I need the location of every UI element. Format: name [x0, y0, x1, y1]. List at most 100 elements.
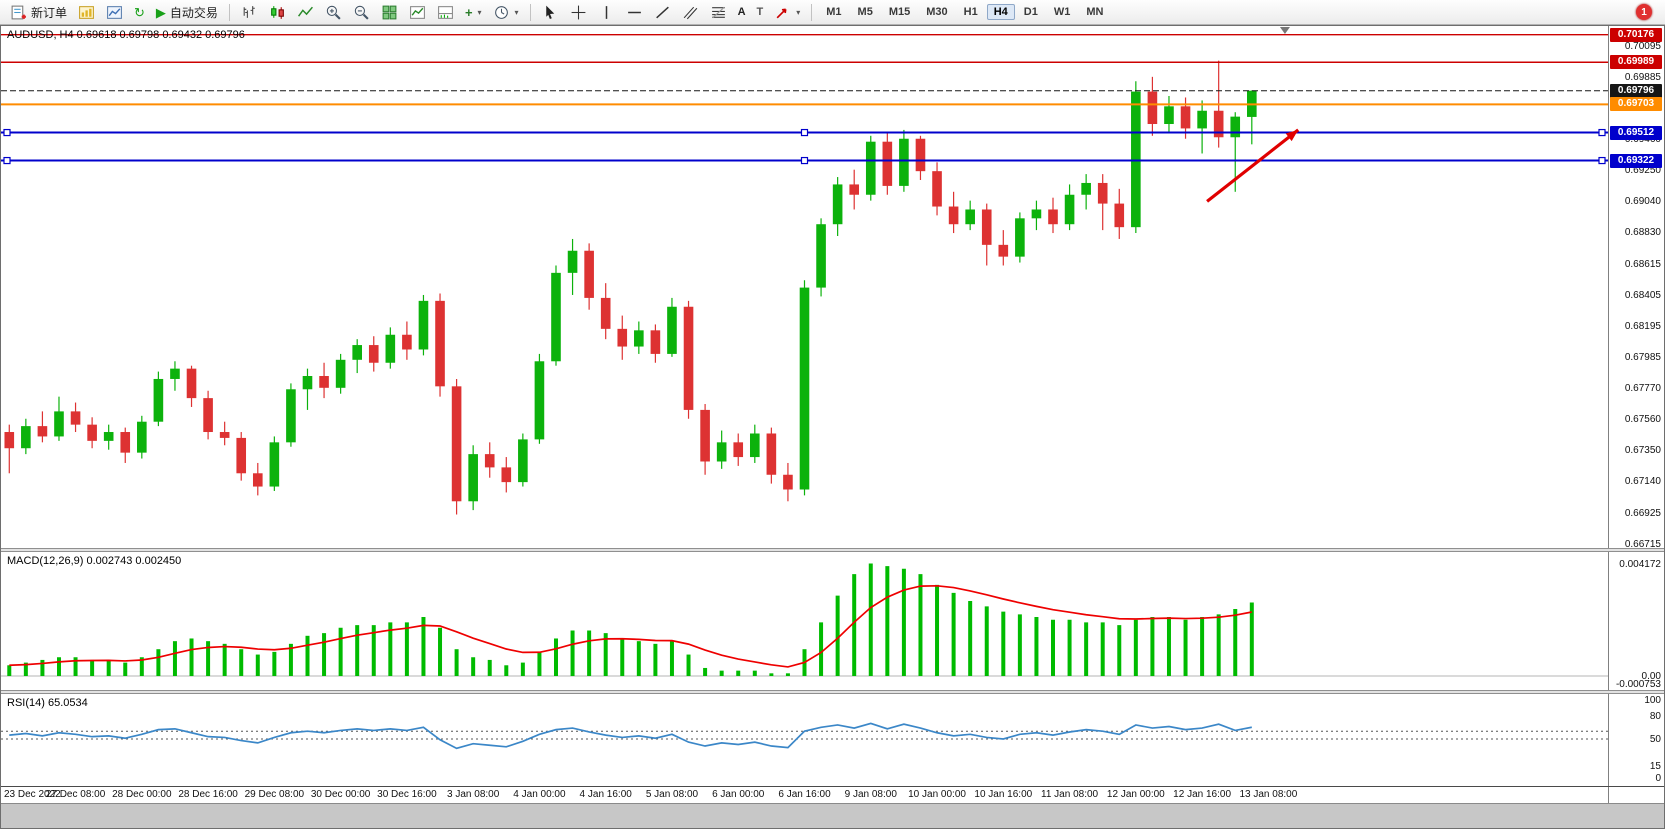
shapes-tool-button[interactable]: ▾ — [769, 2, 805, 23]
toolbar-separator — [228, 3, 230, 21]
text-tool-button[interactable]: A — [733, 2, 751, 23]
horizontal-line-tool-button[interactable] — [621, 2, 648, 23]
add-indicator-button[interactable]: + ▾ — [460, 2, 487, 23]
candlestick-icon — [271, 5, 284, 19]
refresh-icon: ↻ — [134, 4, 145, 20]
autotrading-play-icon: ▶ — [155, 4, 166, 20]
new-order-label: 新订单 — [31, 5, 68, 20]
hline-objects-layer[interactable] — [1, 33, 1608, 165]
price-scale[interactable]: 0.700950.698850.696750.694600.692500.690… — [1608, 26, 1664, 550]
timeframe-button-m30[interactable]: M30 — [926, 6, 948, 18]
macd-label: MACD(12,26,9) 0.002743 0.002450 — [7, 555, 182, 567]
timeframe-buttons: M1 M5 M15 M30 H1 H4 D1 W1 MN — [818, 4, 1111, 20]
crosshair-tool-button[interactable] — [565, 2, 592, 23]
price-tick: 0.67560 — [1624, 414, 1661, 426]
time-label: 12 Jan 16:00 — [1173, 789, 1232, 800]
zoom-out-button[interactable] — [348, 2, 375, 23]
trendline-tool-button[interactable] — [649, 2, 676, 23]
macd-scale[interactable]: 0.004172 0.00 -0.000753 — [1608, 552, 1664, 690]
timeframe-button-m15[interactable]: M15 — [888, 6, 911, 18]
zoom-in-button[interactable] — [320, 2, 347, 23]
cursor-tool-button[interactable] — [537, 2, 564, 23]
time-label: 28 Dec 00:00 — [112, 789, 172, 800]
autotrading-button[interactable]: ▶ 自动交易 — [151, 2, 223, 23]
price-tick: 0.68615 — [1624, 258, 1661, 270]
timeframe-button-d1[interactable]: D1 — [1023, 6, 1038, 18]
price-tick: 0.69040 — [1624, 196, 1661, 208]
line-chart-icon — [297, 6, 313, 17]
toolbar-separator — [811, 3, 813, 21]
time-label: 10 Jan 16:00 — [974, 789, 1033, 800]
indicators-button[interactable] — [404, 2, 431, 23]
time-label: 13 Jan 08:00 — [1239, 789, 1298, 800]
price-tick: 0.67350 — [1624, 445, 1661, 457]
label-tool-icon: T — [756, 5, 764, 18]
new-chart-button[interactable] — [73, 2, 100, 23]
rsi-axis-label: 50 — [1649, 734, 1661, 745]
price-tick: 0.66925 — [1624, 507, 1661, 519]
indicator-window-icon — [438, 5, 453, 19]
indicator-window-button[interactable] — [432, 2, 459, 23]
time-label: 28 Dec 16:00 — [178, 789, 238, 800]
profiles-button[interactable] — [101, 2, 128, 23]
time-label: 6 Jan 00:00 — [712, 789, 765, 800]
new-order-icon — [11, 5, 26, 19]
candlestick-button[interactable] — [264, 2, 291, 23]
timeframe-button-h1[interactable]: H1 — [963, 6, 978, 18]
rsi-scale[interactable]: 100 80 50 15 0 — [1608, 694, 1664, 786]
rsi-line — [9, 722, 1252, 750]
price-badge: 0.69796 — [1610, 83, 1662, 98]
time-label: 10 Jan 00:00 — [908, 789, 966, 800]
label-tool-button[interactable]: T — [752, 2, 769, 23]
autotrading-label: 自动交易 — [169, 5, 218, 20]
text-tool-icon: A — [737, 5, 746, 18]
bar-chart-icon — [243, 5, 255, 18]
time-label: 6 Jan 16:00 — [778, 789, 831, 800]
timeframe-button-mn[interactable]: MN — [1086, 6, 1104, 18]
price-badge: 0.69322 — [1610, 153, 1662, 168]
timeframe-button-h4[interactable]: H4 — [986, 4, 1015, 20]
add-indicator-caret-icon: ▾ — [477, 7, 482, 17]
macd-canvas — [1, 563, 1608, 677]
fibonacci-tool-button[interactable] — [705, 2, 732, 23]
price-plot-area[interactable]: AUDUSD, H4 0.69618 0.69798 0.69432 0.697… — [1, 26, 1608, 548]
rsi-axis-label: 100 — [1644, 695, 1661, 706]
crosshair-icon — [571, 5, 585, 19]
time-label: 30 Dec 16:00 — [377, 789, 437, 800]
bar-chart-button[interactable] — [236, 2, 263, 23]
timeframe-button-w1[interactable]: W1 — [1053, 6, 1071, 18]
pane-splitter[interactable] — [1, 548, 1664, 552]
shift-end-marker-icon — [1279, 27, 1290, 34]
zoom-out-icon — [354, 5, 369, 20]
vertical-line-tool-button[interactable] — [593, 2, 620, 23]
rsi-plot-area[interactable]: RSI(14) 65.0534 — [1, 694, 1608, 786]
time-label: 4 Jan 00:00 — [513, 789, 566, 800]
new-chart-icon — [79, 5, 94, 19]
new-order-button[interactable]: 新订单 — [5, 2, 72, 23]
time-label: 29 Dec 08:00 — [244, 789, 305, 800]
period-caret-icon: ▾ — [514, 7, 519, 17]
vertical-line-icon — [605, 5, 607, 19]
timeframe-button-m1[interactable]: M1 — [826, 6, 842, 18]
period-button[interactable]: ▾ — [488, 2, 524, 23]
tile-windows-button[interactable] — [376, 2, 403, 23]
timeframe-button-m5[interactable]: M5 — [857, 6, 873, 18]
time-axis-corner — [1608, 787, 1664, 803]
time-axis[interactable]: 23 Dec 2022 27 Dec 08:00 28 Dec 00:00 28 De… — [1, 786, 1664, 803]
horizontal-line-icon — [627, 11, 641, 13]
channel-icon — [683, 6, 697, 19]
time-label: 23 Dec 2022 — [4, 789, 61, 800]
chart-window: AUDUSD, H4 0.69618 0.69798 0.69432 0.697… — [0, 25, 1665, 829]
time-label: 5 Jan 08:00 — [645, 789, 699, 800]
line-chart-button[interactable] — [292, 2, 319, 23]
pane-splitter[interactable] — [1, 690, 1664, 694]
main-chart-canvas — [1, 27, 1608, 515]
channel-tool-button[interactable] — [677, 2, 704, 23]
time-axis-labels: 23 Dec 2022 27 Dec 08:00 28 Dec 00:00 28 De… — [1, 787, 1608, 803]
notification-badge[interactable]: 1 — [1636, 4, 1652, 20]
indicators-icon — [410, 5, 425, 19]
trend-arrow-object[interactable] — [1206, 128, 1300, 203]
trendline-icon — [655, 6, 669, 18]
macd-plot-area[interactable]: MACD(12,26,9) 0.002743 0.002450 — [1, 552, 1608, 690]
refresh-button[interactable]: ↻ — [129, 2, 150, 23]
